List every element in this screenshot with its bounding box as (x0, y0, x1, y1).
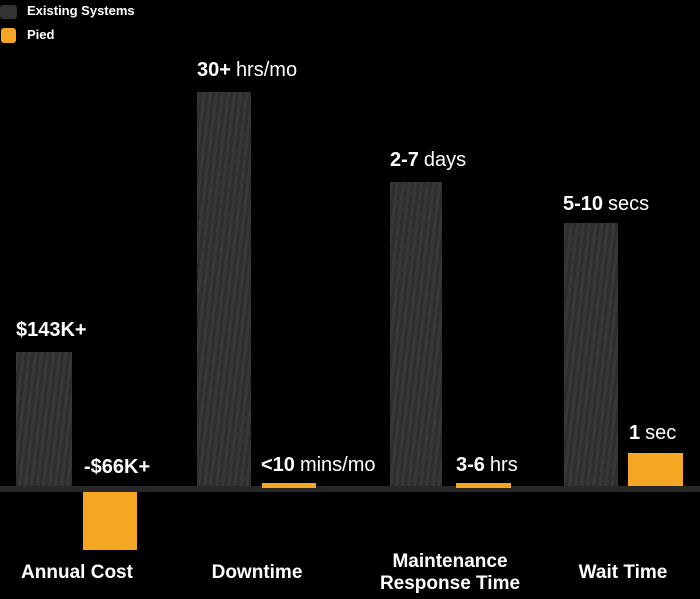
bar-maintenance-response-time-pied (456, 483, 511, 488)
bar-annual-cost-pied (83, 492, 137, 550)
bar-downtime-pied (262, 483, 316, 488)
category-label-wait-time: Wait Time (578, 562, 668, 583)
bar-downtime-existing (197, 92, 251, 486)
value-label-downtime-existing: 30+ hrs/mo (197, 59, 298, 81)
legend-swatch-existing-systems (0, 5, 17, 19)
value-label-wait-time-pied: 1 sec (629, 422, 677, 444)
bar-wait-time-existing (564, 223, 618, 486)
value-label-annual-cost-existing: $143K+ (16, 319, 87, 341)
x-axis-baseline (0, 486, 700, 492)
legend-swatch-pied (1, 28, 16, 43)
category-label-maintenance-response-time: Maintenance Response Time (379, 551, 521, 594)
value-label-wait-time-existing: 5-10 secs (563, 193, 650, 215)
legend-label-existing-systems: Existing Systems (27, 3, 135, 18)
value-label-maintenance-response-time-pied: 3-6 hrs (456, 454, 518, 476)
value-label-downtime-pied: <10 mins/mo (261, 454, 376, 476)
bar-maintenance-response-time-existing (390, 182, 442, 486)
value-label-maintenance-response-time-existing: 2-7 days (390, 149, 467, 171)
value-label-annual-cost-pied: -$66K+ (84, 456, 151, 478)
category-label-downtime: Downtime (211, 562, 303, 583)
legend-label-pied: Pied (27, 27, 55, 42)
bar-annual-cost-existing (16, 352, 72, 486)
category-label-annual-cost: Annual Cost (21, 562, 133, 583)
bar-wait-time-pied (628, 453, 683, 486)
